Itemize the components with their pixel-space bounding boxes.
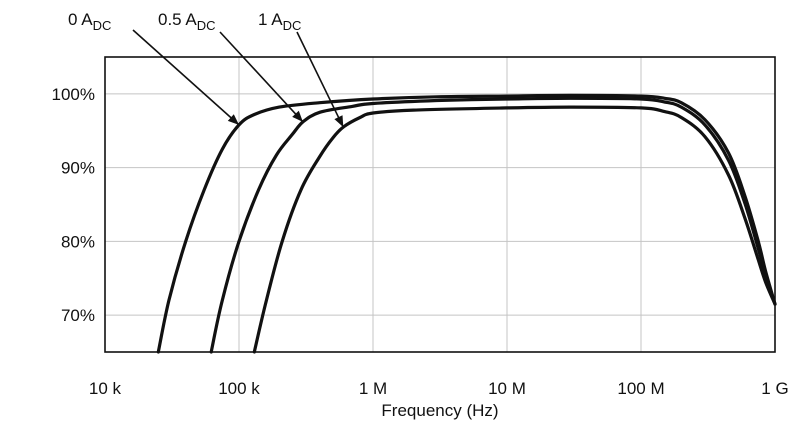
grid xyxy=(105,57,775,352)
annotation-arrowhead-1 xyxy=(292,110,303,122)
x-tick-labels: 10 k 100 k 1 M 10 M 100 M 1 G xyxy=(89,379,789,398)
plot-frame xyxy=(104,56,776,353)
annotation-text: 0.5 A xyxy=(158,10,197,29)
annotation-text: 0 A xyxy=(68,10,93,29)
x-tick-label: 100 M xyxy=(617,379,664,398)
annotation-subscript: DC xyxy=(283,18,302,33)
x-tick-label: 1 G xyxy=(761,379,788,398)
y-tick-label: 100% xyxy=(52,85,95,104)
series-lines xyxy=(156,93,777,354)
y-tick-label: 90% xyxy=(61,159,95,178)
annotation-subscript: DC xyxy=(197,18,216,33)
annotation-label-1: 0.5 ADC xyxy=(158,10,216,33)
annotation-arrow-1 xyxy=(219,31,304,123)
x-tick-label: 10 k xyxy=(89,379,122,398)
x-tick-label: 1 M xyxy=(359,379,387,398)
y-tick-label: 80% xyxy=(61,232,95,251)
annotations: 0 ADC 0.5 ADC 1 ADC xyxy=(68,10,344,128)
x-axis-label: Frequency (Hz) xyxy=(381,401,498,420)
annotation-text: 1 A xyxy=(258,10,283,29)
annotation-label-2: 1 ADC xyxy=(258,10,301,33)
annotation-label-0: 0 ADC xyxy=(68,10,111,33)
annotation-arrowhead-2 xyxy=(334,115,344,128)
annotation-arrow-0 xyxy=(132,29,240,126)
y-tick-label: 70% xyxy=(61,306,95,325)
annotation-subscript: DC xyxy=(93,18,112,33)
y-tick-labels: 70% 80% 90% 100% xyxy=(52,85,95,325)
series-line-2 xyxy=(252,105,777,354)
x-tick-label: 10 M xyxy=(488,379,526,398)
x-tick-label: 100 k xyxy=(218,379,260,398)
series-line-1 xyxy=(209,96,777,354)
annotation-arrow-2 xyxy=(296,31,344,128)
series-line-0 xyxy=(156,93,777,354)
annotation-arrowhead-0 xyxy=(227,114,239,125)
